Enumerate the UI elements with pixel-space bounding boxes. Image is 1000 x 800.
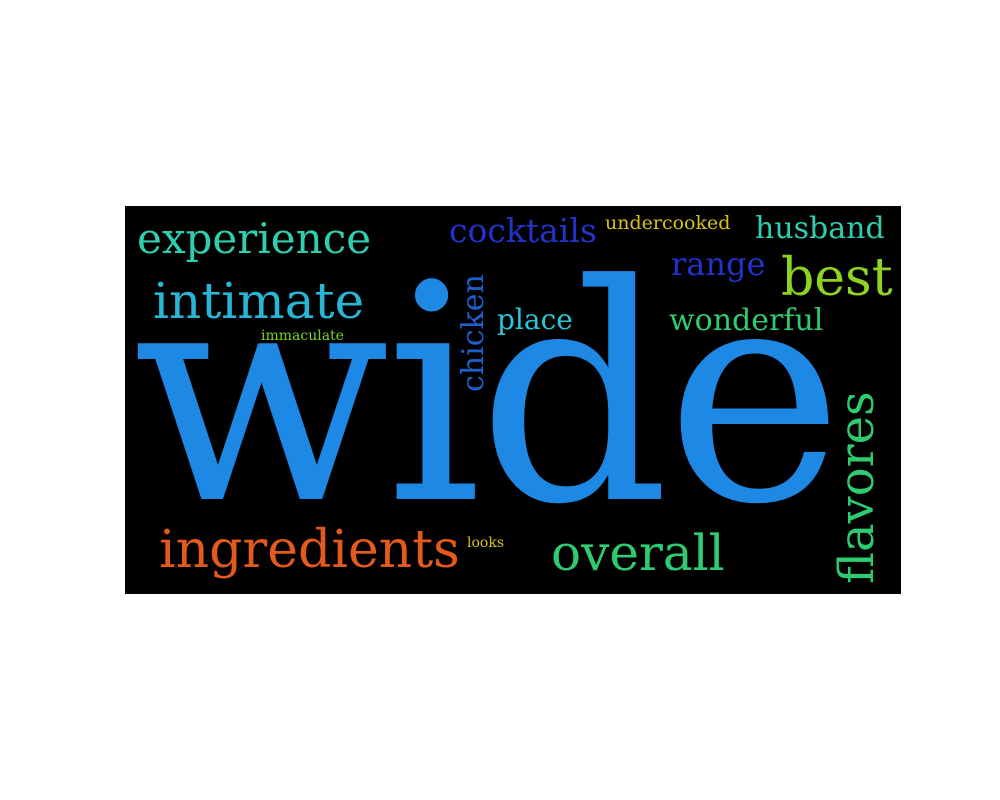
word-looks: looks — [467, 535, 505, 551]
word-place: place — [497, 303, 573, 336]
word-wonderful: wonderful — [669, 303, 824, 338]
word-ingredients: ingredients — [159, 520, 460, 580]
word-flavores: flavores — [829, 391, 885, 584]
word-wide: wide — [133, 221, 843, 570]
word-cocktails: cocktails — [449, 211, 597, 250]
word-intimate: intimate — [153, 272, 365, 330]
word-best: best — [781, 248, 893, 308]
word-immaculate: immaculate — [261, 328, 344, 344]
word-chicken: chicken — [456, 274, 491, 392]
word-husband: husband — [755, 211, 885, 246]
word-overall: overall — [551, 524, 725, 582]
word-cloud: wide experience intimate immaculate cock… — [125, 206, 901, 594]
word-range: range — [671, 245, 766, 283]
word-experience: experience — [137, 214, 372, 263]
word-undercooked: undercooked — [605, 212, 731, 234]
